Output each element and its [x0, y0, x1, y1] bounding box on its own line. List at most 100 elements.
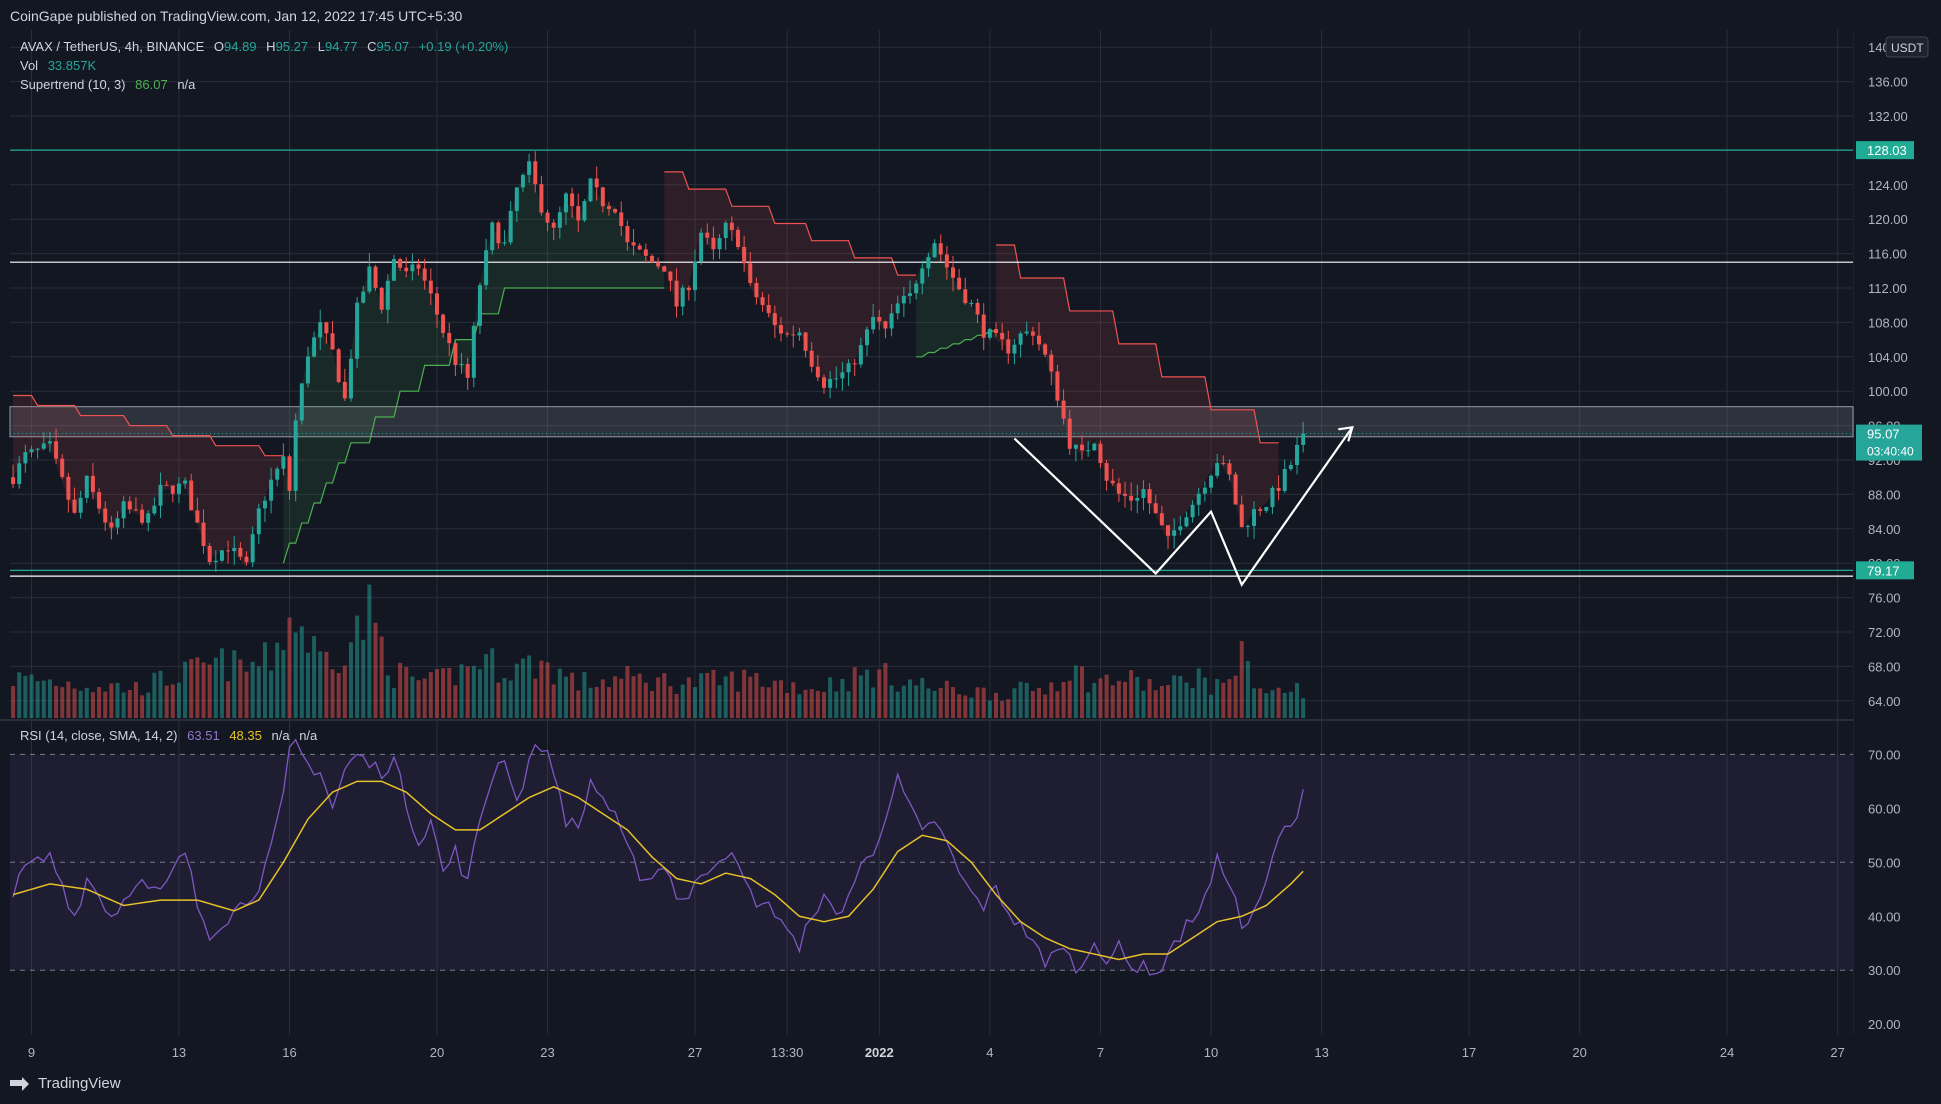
volume-bar: [1184, 682, 1189, 718]
volume-bar: [594, 686, 599, 718]
volume-bar: [416, 680, 421, 718]
candle-body: [674, 280, 679, 307]
candle-body: [1252, 509, 1257, 526]
candle-body: [416, 264, 421, 269]
volume-bar: [293, 632, 298, 718]
candle-body: [1209, 475, 1214, 488]
volume-bar: [619, 678, 624, 718]
candle-body: [637, 245, 642, 250]
candle-body: [864, 329, 869, 346]
candle-body: [539, 184, 544, 213]
low-label: L: [317, 39, 325, 54]
candle-body: [299, 383, 304, 421]
candle-body: [434, 293, 439, 315]
volume-bar: [754, 672, 759, 718]
price-axis-bg: [1854, 30, 1941, 1035]
volume-bar: [1264, 693, 1269, 718]
candle-body: [551, 222, 556, 228]
volume-legend: Vol 33.857K: [20, 58, 102, 73]
candle-body: [502, 242, 507, 244]
candle-body: [791, 334, 796, 336]
supertrend-label[interactable]: Supertrend (10, 3): [20, 77, 126, 92]
volume-bar: [920, 677, 925, 718]
volume-bar: [434, 669, 439, 718]
rsi-axis-label: 40.00: [1868, 909, 1901, 924]
volume-bar: [330, 669, 335, 718]
candle-body: [183, 480, 188, 484]
candle-body: [127, 501, 132, 510]
candle-body: [803, 332, 808, 351]
candle-body: [1245, 525, 1250, 528]
volume-bar: [17, 672, 22, 718]
volume-bar: [674, 693, 679, 718]
volume-bar: [686, 677, 691, 718]
time-axis-label: 20: [430, 1045, 444, 1060]
candle-body: [262, 500, 267, 509]
candle-body: [398, 259, 403, 268]
candle-body: [600, 187, 605, 207]
volume-bar: [367, 584, 372, 718]
symbol-name[interactable]: AVAX / TetherUS, 4h, BINANCE: [20, 39, 205, 54]
time-axis-label: 9: [28, 1045, 35, 1060]
time-axis-label: 17: [1462, 1045, 1476, 1060]
brand-footer[interactable]: TradingView: [10, 1075, 121, 1092]
candle-body: [951, 267, 955, 278]
candle-body: [975, 302, 980, 315]
high-label: H: [266, 39, 276, 54]
candle-body: [1037, 335, 1042, 345]
volume-bar: [502, 678, 507, 718]
candle-body: [330, 333, 335, 350]
volume-bar: [1233, 675, 1238, 718]
volume-bar: [828, 677, 833, 718]
volume-bar: [84, 687, 89, 718]
volume-bar: [748, 676, 753, 718]
price-axis-label: 112.00: [1868, 281, 1907, 296]
volume-bar: [932, 690, 937, 718]
volume-bar: [1110, 685, 1115, 718]
candle-body: [1092, 443, 1097, 451]
candle-body: [60, 458, 65, 477]
volume-bar: [385, 675, 390, 718]
time-axis-label: 16: [282, 1045, 296, 1060]
volume-bar: [398, 662, 403, 718]
candle-body: [1012, 344, 1017, 354]
tradingview-logo-icon: [10, 1076, 30, 1091]
candle-body: [557, 212, 562, 228]
volume-bar: [533, 678, 538, 718]
open-label: O: [213, 39, 224, 54]
volume-bar: [914, 685, 919, 718]
candle-body: [717, 238, 722, 250]
candle-body: [11, 477, 16, 485]
price-axis-label: 120.00: [1868, 212, 1908, 227]
volume-bar: [226, 681, 231, 718]
supertrend-up-fill: [916, 240, 997, 357]
volume-bar: [858, 675, 863, 718]
volume-bar: [490, 648, 495, 718]
candle-body: [97, 492, 102, 509]
volume-bar: [453, 685, 458, 718]
high-value: 95.27: [275, 39, 309, 54]
volume-bar: [299, 626, 304, 718]
price-axis-label: 116.00: [1868, 247, 1907, 262]
candle-body: [858, 345, 863, 365]
rsi-axis-label: 60.00: [1868, 801, 1901, 816]
candle-body: [1159, 513, 1164, 526]
price-marker-label: 95.07: [1867, 427, 1900, 442]
candle-body: [213, 560, 218, 563]
volume-bar: [1135, 677, 1140, 718]
candle-body: [969, 302, 974, 304]
candle-body: [1135, 497, 1140, 501]
volume-bar: [1227, 679, 1232, 718]
volume-bar: [422, 678, 427, 718]
rsi-label[interactable]: RSI (14, close, SMA, 14, 2): [20, 728, 178, 743]
candle-body: [189, 480, 194, 511]
candle-body: [164, 484, 169, 486]
volume-bar: [649, 690, 654, 718]
volume-label[interactable]: Vol: [20, 58, 39, 73]
volume-bar: [791, 682, 796, 718]
level-label: 128.03: [1867, 143, 1907, 158]
volume-bar: [97, 686, 102, 718]
volume-bar: [613, 676, 618, 718]
candle-body: [729, 222, 734, 230]
